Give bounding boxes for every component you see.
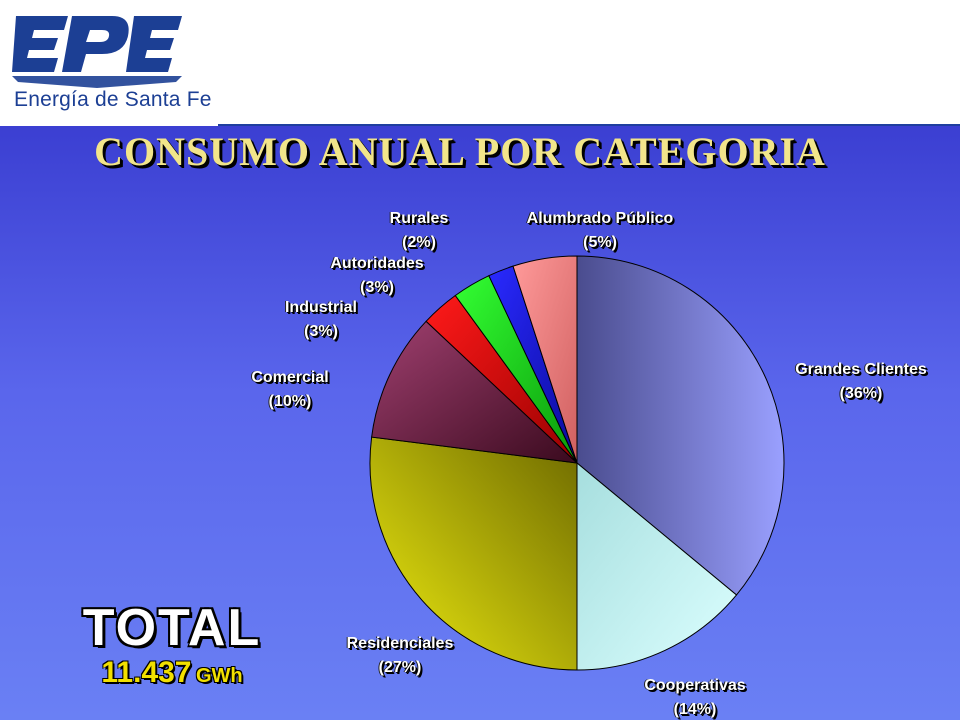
label-rurales: Rurales (2%): [389, 210, 449, 251]
chart-title: CONSUMO ANUAL POR CATEGORIA: [94, 129, 826, 174]
total-unit: GWh: [195, 665, 243, 687]
pie-slice-comercial: [371, 320, 579, 464]
header: Energía de Santa Fe: [0, 0, 960, 126]
total-block: TOTAL 11.437 GWh: [72, 600, 272, 695]
logo-subtitle: Energía de Santa Fe: [14, 88, 212, 111]
total-title: TOTAL: [82, 599, 262, 657]
pie-slice-residenciales: [369, 436, 578, 671]
label-comercial: Comercial (10%): [251, 369, 329, 410]
pie-slice-grandes: [576, 255, 785, 596]
label-alumbrado-publico: Alumbrado Público (5%): [526, 210, 674, 251]
pie-slice-cooperativas: [576, 461, 738, 671]
total-number: 11.437: [101, 656, 192, 689]
epe-logo: [12, 16, 182, 88]
label-residenciales: Residenciales (27%): [346, 635, 454, 676]
label-industrial: Industrial (3%): [284, 299, 357, 340]
label-cooperativas: Cooperativas (14%): [644, 677, 746, 718]
label-autoridades: Autoridades (3%): [330, 255, 424, 296]
total-value: 11.437 GWh: [72, 656, 272, 695]
label-grandes-clientes: Grandes Clientes (36%): [795, 361, 927, 402]
pie-slice-alumbrado: [512, 255, 578, 464]
